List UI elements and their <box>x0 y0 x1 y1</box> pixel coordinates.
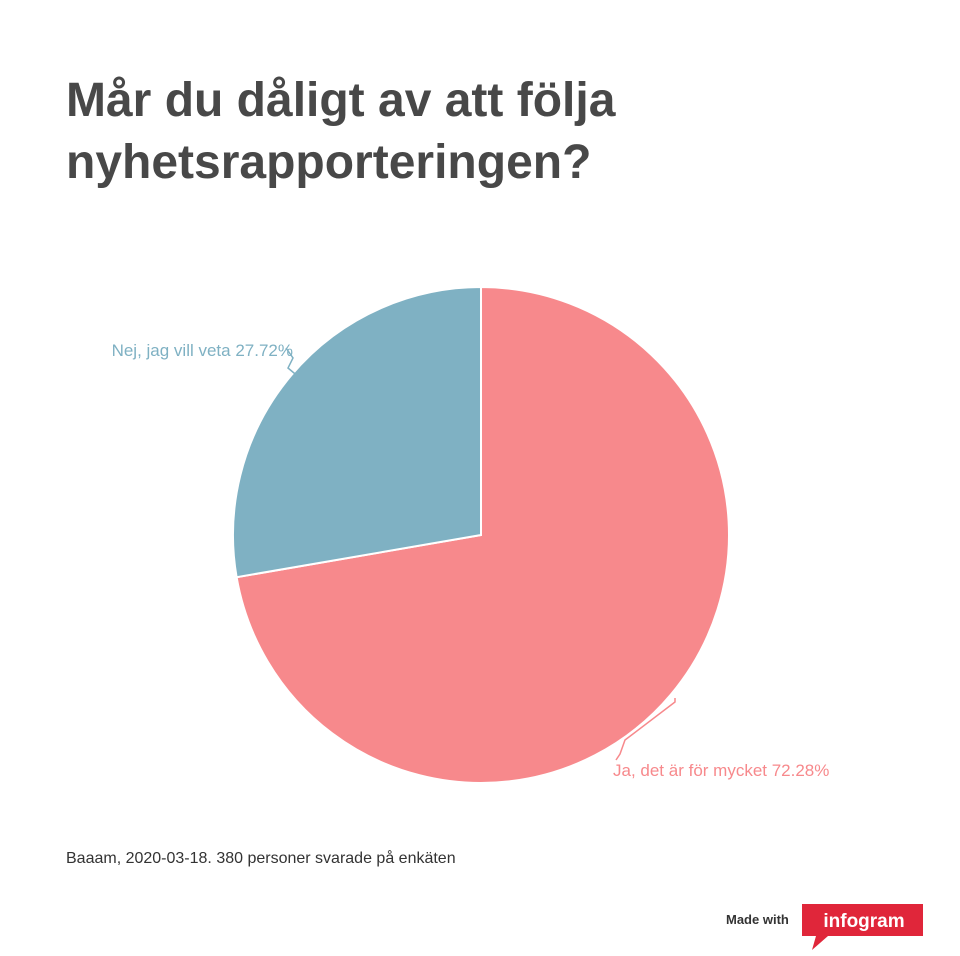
slice-label: Nej, jag vill veta 27.72% <box>112 341 293 360</box>
made-with-label: Made with <box>726 912 789 927</box>
leader-line <box>615 698 676 761</box>
pie-chart: Ja, det är för mycket 72.28% Nej, jag vil… <box>112 285 830 784</box>
pie-slice-ja <box>235 285 730 784</box>
leader-line <box>285 347 301 379</box>
slice-label: Ja, det är för mycket 72.28% <box>613 761 829 780</box>
infogram-logo[interactable]: infogram <box>800 902 925 954</box>
chart-title: Mår du dåligt av att följa nyhetsrapport… <box>66 74 616 189</box>
source-note: Baaam, 2020-03-18. 380 personer svarade … <box>66 850 456 867</box>
pie-labels: Ja, det är för mycket 72.28% Nej, jag vil… <box>112 341 830 780</box>
pie-slice-nej <box>232 285 482 579</box>
infogram-logo-text: infogram <box>823 911 904 932</box>
pie-slices <box>232 285 730 784</box>
